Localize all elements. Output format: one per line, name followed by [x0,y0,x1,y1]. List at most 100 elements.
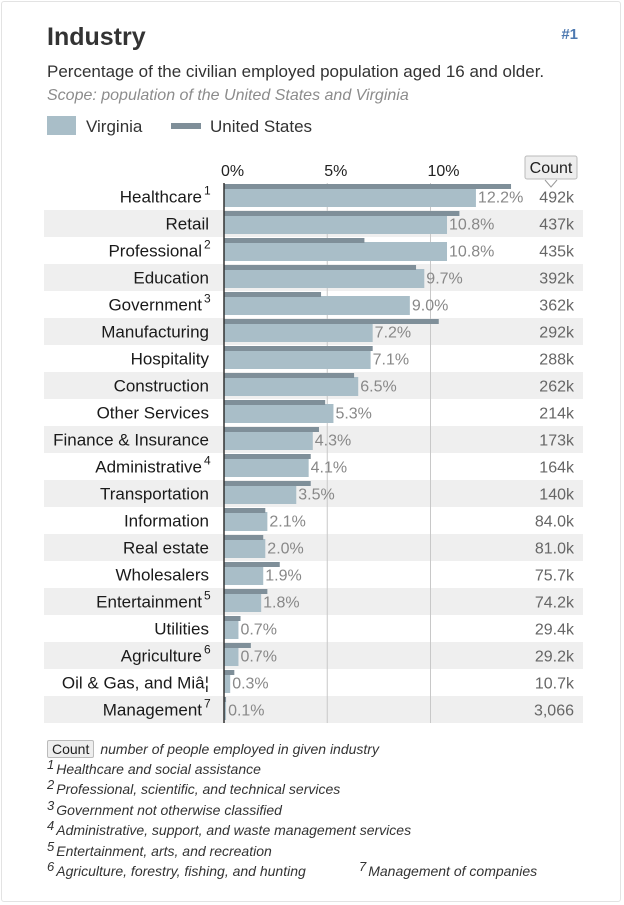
count-value: 3,066 [534,703,574,720]
bar-united-states [224,643,251,648]
chart-subtitle: Percentage of the civilian employed popu… [47,62,545,81]
count-value: 214k [539,406,575,423]
footnote-text: Government not otherwise classified [56,801,282,818]
category-label: Administrative [95,458,202,477]
footnote-mark: 7 [359,859,367,874]
value-label: 1.9% [265,568,301,585]
bar-virginia [224,566,264,585]
bar-virginia [224,674,231,693]
footnote-mark: 4 [47,818,55,833]
bar-united-states [224,481,311,486]
count-value: 75.7k [535,568,575,585]
value-label: 10.8% [449,217,494,234]
bar-united-states [224,265,417,270]
footnotes: Count number of people employed in given … [47,740,537,884]
bar-united-states [224,508,266,513]
bar-virginia [224,431,313,450]
category-label: Government [108,296,202,315]
footnote-2: 2 Professional, scientific, and technical… [47,777,411,802]
bar-united-states [224,319,439,324]
footnote-5: 5 Entertainment, arts, and recreation [47,839,411,864]
row-stripe [44,480,583,507]
count-value: 173k [539,433,575,450]
bar-united-states [224,346,373,351]
bar-virginia [224,647,239,666]
footnote-mark: 2 [47,777,55,792]
footnote-text: Agriculture, forestry, fishing, and hunt… [56,863,306,879]
category-label: Entertainment [96,593,202,612]
value-label: 0.3% [232,676,268,693]
category-label: Retail [166,215,209,234]
value-label: 7.1% [373,352,409,369]
value-label: 1.8% [263,595,299,612]
footnote-mark: 1 [204,184,211,198]
count-value: 164k [539,460,575,477]
value-label: 4.3% [315,433,351,450]
category-label: Manufacturing [101,323,209,342]
bar-united-states [224,238,365,243]
footnote-text: Professional, scientific, and technical … [56,781,341,797]
bar-chart: 0% 5% 10% Count 12.2% Healthcare 1 492k 10.8% Ret… [44,155,583,723]
bar-united-states [224,616,241,621]
bar-united-states [224,427,319,432]
bar-virginia [224,539,266,558]
value-label: 7.2% [375,325,411,342]
footnote-mark: 2 [204,238,211,252]
count-header-pointer [544,179,558,188]
footnote-text: Healthcare and social assistance [56,760,261,777]
bar-virginia [224,593,262,612]
category-label: Utilities [154,620,209,639]
category-label: Oil & Gas, and Miâ¦ [62,674,209,693]
count-value: 81.0k [535,541,575,558]
bar-united-states [224,184,512,189]
category-label: Management [103,701,203,720]
count-value: 392k [539,271,575,288]
legend-united-states-swatch [171,123,201,129]
value-label: 0.7% [240,622,276,639]
x-tick-label: 0% [221,163,244,180]
bar-virginia [224,188,476,207]
category-label: Wholesalers [115,566,209,585]
bar-united-states [224,697,227,702]
count-value: 29.2k [535,649,575,666]
count-value: 140k [539,487,575,504]
bar-united-states [224,373,355,378]
footnote-4: 4 Administrative, support, and waste mana… [47,818,411,843]
bar-virginia [224,242,448,261]
count-header-label: Count [530,160,573,177]
footnote-7: 7 Management of companies [359,859,538,879]
bar-virginia [224,404,334,423]
category-label: Healthcare [120,188,202,207]
footnote-text: Management of companies [368,863,538,879]
bar-united-states [224,589,268,594]
chart-title: Industry [47,23,146,51]
bar-virginia [224,323,373,342]
bar-virginia [224,350,371,369]
bar-virginia [224,458,309,477]
bar-virginia [224,620,239,639]
legend-united-states-label: United States [210,117,313,136]
x-tick-label: 10% [428,163,460,180]
count-value: 292k [539,325,575,342]
bar-virginia [224,269,425,288]
count-value: 288k [539,352,575,369]
bar-united-states [224,562,280,567]
row-stripe [44,588,583,615]
value-label: 6.5% [360,379,396,396]
footnote-mark: 5 [47,838,55,854]
footnote-mark: 6 [204,643,211,657]
legend-virginia-label: Virginia [86,117,143,136]
value-label: 9.7% [426,271,462,288]
bar-virginia [224,377,359,396]
footnote-3: 3 Government not otherwise classified [47,798,411,823]
category-label: Education [133,269,209,288]
value-label: 3.5% [298,487,334,504]
count-value: 362k [539,298,575,315]
count-value: 262k [539,379,575,396]
footnote-mark: 6 [47,859,55,874]
value-label: 0.7% [240,649,276,666]
reference-tag[interactable]: #1 [561,26,578,43]
chart-scope: Scope: population of the United States a… [47,87,409,104]
footnote-mark: 3 [204,292,211,306]
row-stripe [44,642,583,669]
